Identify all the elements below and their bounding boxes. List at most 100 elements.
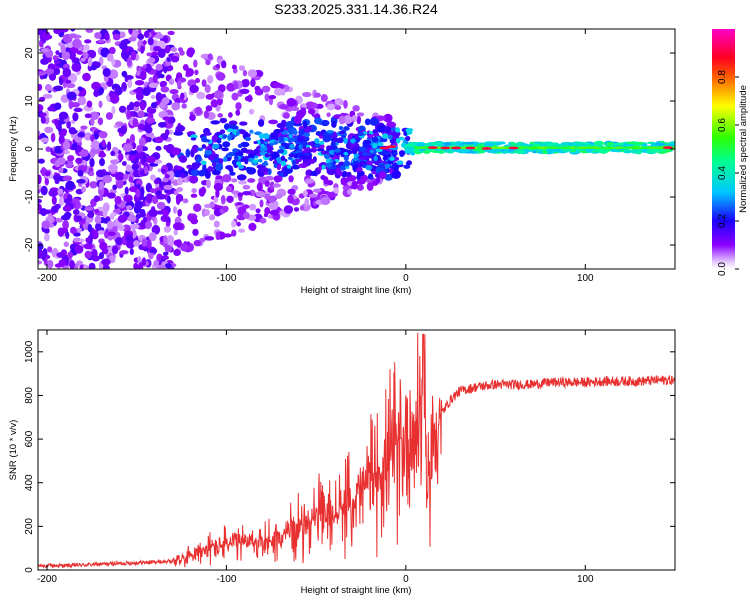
spectrogram-cell [181,103,187,109]
spectrogram-cell [216,72,226,81]
spectrogram-cell [302,190,308,197]
spectrogram-cell [598,149,610,154]
spectrogram-cell [88,171,95,177]
spectrogram-cell [312,188,322,193]
spectrogram-cell [539,142,549,148]
spectrogram-cell [343,100,348,109]
spectrogram-cell [286,164,292,169]
spectrogram-cell [110,212,118,217]
spectrogram-cell [41,31,51,41]
spectrogram-cell [269,210,278,216]
spectrogram-y-axis-label: Frequency (Hz) [8,116,19,181]
spectrogram-cell [233,155,239,161]
spectrogram-cell [231,190,240,195]
spectrogram-cell [139,70,147,81]
spectrogram-cell [389,138,396,144]
spectrogram-cell [238,65,246,71]
spectrogram-cell [366,179,373,184]
spectrogram-cell [84,206,94,211]
spectrogram-cell [201,79,207,87]
spectrogram-cell [373,155,378,162]
spectrogram-cell [233,81,239,90]
spectrogram-cell [158,110,169,119]
spectrogram-cell [288,153,296,158]
spectrogram-cell [235,109,241,116]
spectrogram-cell [229,171,236,176]
spectrogram-cell [75,157,83,164]
spectrogram-cell [383,126,392,133]
spectrogram-cell [259,217,267,224]
spectrogram-cell [91,81,101,91]
spectrogram-cell [464,141,475,145]
spectrogram-cell [283,205,294,214]
spectrogram-cell [269,181,275,191]
spectrogram-cell [570,142,580,148]
spectrogram-cell [440,146,451,150]
spectrogram-cell [231,229,237,237]
spectrogram-ytick-label: 20 [24,47,35,59]
spectrogram-cell [84,39,92,44]
spectrogram-cell [62,265,69,269]
spectrogram-cell [255,190,266,198]
spectrogram-cell [388,134,393,140]
spectrogram-cell [257,119,265,127]
spectrogram-cell [253,148,260,155]
spectrogram-cell [231,159,238,166]
spectrogram-cell [316,148,325,152]
spectrogram-cell [289,143,295,149]
spectrogram-cell [236,161,242,166]
spectrogram-cell [38,184,42,190]
spectrogram-cell [169,89,179,95]
spectrogram-cell [200,160,207,166]
spectrogram-cell [89,157,95,168]
spectrogram-cell [287,188,296,195]
snr-ytick-label: 400 [24,474,35,491]
spectrogram-cell [268,201,279,210]
spectrogram-cell [166,195,171,204]
spectrogram-cell [150,102,158,109]
spectrogram-cell [215,64,221,69]
spectrogram-cell [174,165,183,171]
spectrogram-cell [241,157,247,162]
spectrogram-cell [173,248,181,257]
spectrogram-cell [167,30,175,36]
spectrogram-cell [162,251,169,256]
spectrogram-cell [132,105,140,112]
spectrogram-cell [263,160,268,166]
spectrogram-cell [72,112,79,122]
spectrogram-cell [38,104,44,112]
spectrogram-cell [176,177,184,186]
spectrogram-cell [155,92,163,102]
spectrogram-cell [255,208,261,214]
colorbar-ticks: 0.0 0.2 0.4 0.6 0.8 [717,70,739,276]
spectrogram-cell [67,194,73,203]
spectrogram-cell [68,73,78,83]
spectrogram-cell [383,113,393,123]
spectrogram-cell [94,222,102,232]
spectrogram-cell [159,73,165,79]
spectrogram-cell [39,112,47,117]
spectrogram-cell [53,85,64,92]
snr-ytick-label: 800 [24,387,35,404]
spectrogram-cell [228,112,233,118]
spectrogram-cell [139,186,145,197]
spectrogram-cell [140,219,146,229]
spectrogram-xtick-label: 0 [403,273,409,284]
spectrogram-cell [60,29,69,33]
spectrogram-cell [80,125,88,130]
spectrogram-cell [204,209,210,217]
spectrogram-cell [236,174,247,181]
spectrogram-cell [191,144,199,153]
spectrogram-cell [351,149,358,155]
chart-title: S233.2025.331.14.36.R24 [274,1,438,17]
spectrogram-cell [155,145,162,151]
spectrogram-cell [226,195,234,204]
spectrogram-cell [170,147,181,156]
spectrogram-cell [235,131,240,136]
spectrogram-cell [259,139,265,143]
spectrogram-cell [656,147,663,153]
spectrogram-cell [45,68,55,75]
spectrogram-cell [398,150,406,156]
spectrogram-cell [177,47,184,53]
spectrogram-cell [48,72,57,81]
